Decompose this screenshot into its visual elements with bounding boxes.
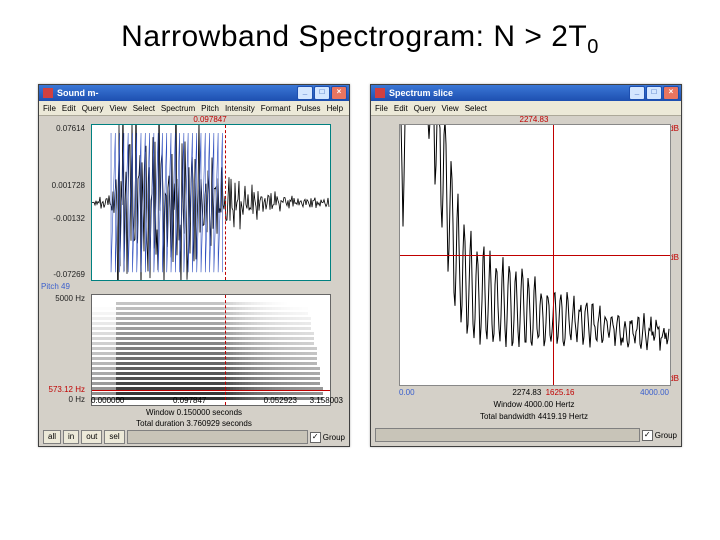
menu-view[interactable]: View bbox=[441, 104, 458, 113]
sound-bottombar: 0.000000 0.097847 0.052923 3.158003 Wind… bbox=[43, 396, 345, 442]
xaxis-left: 0.000000 bbox=[91, 396, 124, 405]
pitch-line bbox=[92, 390, 330, 391]
ytick-low: -0.00132 bbox=[53, 214, 85, 223]
spectrogram-cursor bbox=[225, 295, 226, 405]
zoom-in-button[interactable]: in bbox=[63, 430, 79, 444]
slice-hline bbox=[400, 255, 670, 256]
group-label: Group bbox=[323, 433, 345, 442]
spectrum-scrollbar[interactable] bbox=[375, 428, 640, 442]
sound-titlebar[interactable]: Sound m- _ □ × bbox=[39, 85, 349, 101]
menu-select[interactable]: Select bbox=[133, 104, 155, 113]
slice-xleft: 0.00 bbox=[399, 388, 415, 397]
spectrum-window: Spectrum slice _ □ × File Edit Query Vie… bbox=[370, 84, 682, 447]
menu-help[interactable]: Help bbox=[327, 104, 343, 113]
menu-intensity[interactable]: Intensity bbox=[225, 104, 255, 113]
title-sub: 0 bbox=[587, 36, 599, 58]
spectrum-titlebar[interactable]: Spectrum slice _ □ × bbox=[371, 85, 681, 101]
sound-menubar: File Edit Query View Select Spectrum Pit… bbox=[39, 101, 349, 116]
minimize-button[interactable]: _ bbox=[297, 86, 313, 100]
slice-window-line: Window 4000.00 Hertz bbox=[399, 400, 669, 409]
slide-title: Narrowband Spectrogram: N > 2T0 bbox=[0, 20, 720, 59]
waveform-svg bbox=[92, 125, 330, 280]
sound-title-text: Sound m- bbox=[57, 88, 297, 98]
spectrum-client: 2274.83 25.0 dB 7.9 dB -25.0 dB 0.00 227… bbox=[371, 116, 681, 446]
group-label: Group bbox=[655, 431, 677, 440]
zoom-all-button[interactable]: all bbox=[43, 430, 61, 444]
menu-formant[interactable]: Formant bbox=[261, 104, 291, 113]
menu-view[interactable]: View bbox=[109, 104, 126, 113]
sound-window: Sound m- _ □ × File Edit Query View Sele… bbox=[38, 84, 350, 447]
pitch-label: Pitch 49 bbox=[41, 282, 70, 291]
group-checkbox-area: ✓ Group bbox=[642, 430, 677, 441]
zoom-sel-button[interactable]: sel bbox=[104, 430, 124, 444]
sound-client: 0.097847 0.07614 0.001728 -0.00132 -0.07… bbox=[39, 116, 349, 446]
menu-edit[interactable]: Edit bbox=[394, 104, 408, 113]
sound-button-row: all in out sel ✓ Group bbox=[43, 430, 345, 444]
spectrum-button-row: ✓ Group bbox=[375, 428, 677, 442]
menu-pitch[interactable]: Pitch bbox=[201, 104, 219, 113]
spec-ytop: 5000 Hz bbox=[55, 294, 85, 303]
slice-xend: 4000.00 bbox=[640, 388, 669, 397]
menu-edit[interactable]: Edit bbox=[62, 104, 76, 113]
spectrogram-zone[interactable] bbox=[91, 294, 331, 406]
maximize-button[interactable]: □ bbox=[314, 86, 330, 100]
slice-total-line: Total bandwidth 4419.19 Hertz bbox=[399, 412, 669, 421]
window-controls: _ □ × bbox=[629, 86, 679, 100]
close-button[interactable]: × bbox=[331, 86, 347, 100]
waveform-zone[interactable] bbox=[91, 124, 331, 281]
close-button[interactable]: × bbox=[663, 86, 679, 100]
windows-row: Sound m- _ □ × File Edit Query View Sele… bbox=[0, 84, 720, 447]
minimize-button[interactable]: _ bbox=[629, 86, 645, 100]
slice-cursor-label: 2274.83 bbox=[399, 115, 669, 124]
spectrum-app-icon bbox=[375, 88, 385, 98]
spectrum-menubar: File Edit Query View Select bbox=[371, 101, 681, 116]
xaxis-mid: 0.097847 bbox=[173, 396, 206, 405]
ytick-mid: 0.001728 bbox=[52, 181, 85, 190]
group-checkbox[interactable]: ✓ bbox=[310, 432, 321, 443]
window-controls: _ □ × bbox=[297, 86, 347, 100]
window-duration-line: Window 0.150000 seconds bbox=[43, 408, 345, 417]
title-text: Narrowband Spectrogram: N > 2T bbox=[121, 20, 587, 53]
slice-xmid: 2274.83 bbox=[512, 388, 541, 397]
spectrum-bottombar: ✓ Group bbox=[375, 426, 677, 442]
spectrogram-svg bbox=[92, 295, 330, 405]
xaxis-r1: 0.052923 bbox=[264, 396, 297, 405]
slice-xrightred: 1625.16 bbox=[546, 388, 575, 397]
spectrogram-yaxis: 5000 Hz 573.12 Hz 0 Hz bbox=[41, 294, 89, 404]
waveform-yaxis: 0.07614 0.001728 -0.00132 -0.07269 bbox=[41, 124, 89, 279]
menu-query[interactable]: Query bbox=[82, 104, 104, 113]
sound-scrollbar[interactable] bbox=[127, 430, 308, 444]
slice-zone[interactable] bbox=[399, 124, 671, 386]
waveform-cursor bbox=[225, 125, 226, 280]
ytick-top: 0.07614 bbox=[56, 124, 85, 133]
ytick-bottom: -0.07269 bbox=[53, 270, 85, 279]
menu-pulses[interactable]: Pulses bbox=[297, 104, 321, 113]
zoom-out-button[interactable]: out bbox=[81, 430, 102, 444]
group-checkbox-area: ✓ Group bbox=[310, 432, 345, 443]
menu-file[interactable]: File bbox=[43, 104, 56, 113]
xaxis-r2: 3.158003 bbox=[310, 396, 343, 405]
waveform-cursor-label: 0.097847 bbox=[91, 115, 329, 124]
total-duration-line: Total duration 3.760929 seconds bbox=[43, 419, 345, 428]
spec-yred: 573.12 Hz bbox=[49, 385, 85, 394]
maximize-button[interactable]: □ bbox=[646, 86, 662, 100]
waveform-xaxis: 0.000000 0.097847 0.052923 3.158003 bbox=[43, 396, 345, 408]
menu-file[interactable]: File bbox=[375, 104, 388, 113]
group-checkbox[interactable]: ✓ bbox=[642, 430, 653, 441]
sound-app-icon bbox=[43, 88, 53, 98]
menu-select[interactable]: Select bbox=[465, 104, 487, 113]
menu-spectrum[interactable]: Spectrum bbox=[161, 104, 195, 113]
menu-query[interactable]: Query bbox=[414, 104, 436, 113]
spectrum-title-text: Spectrum slice bbox=[389, 88, 629, 98]
